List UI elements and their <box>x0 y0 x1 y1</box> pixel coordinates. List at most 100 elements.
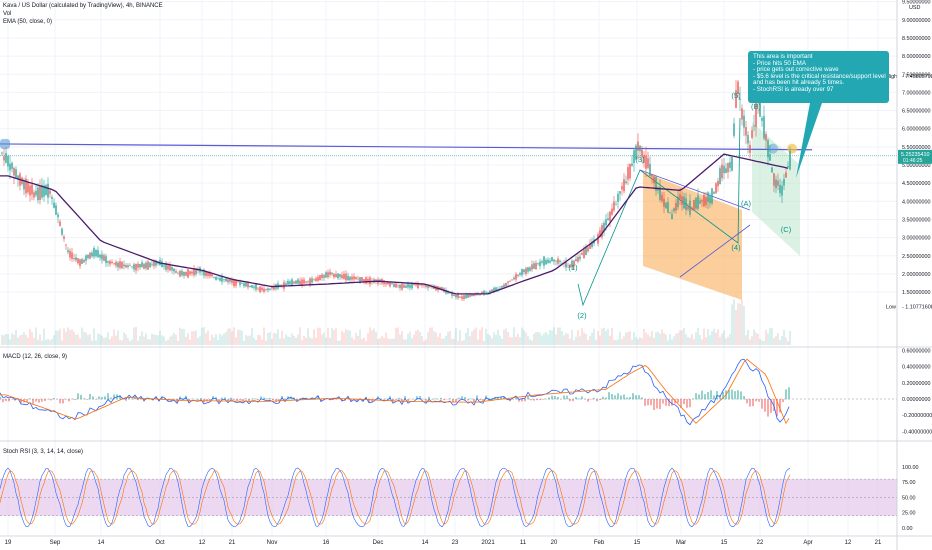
candle-body <box>5 152 7 163</box>
macd-histogram-bar <box>770 399 772 413</box>
macd-histogram-bar <box>581 396 583 400</box>
macd-histogram-bar <box>503 396 505 400</box>
candle-body <box>107 261 109 263</box>
volume-bars <box>1 299 791 345</box>
time-tick-label: 14 <box>422 540 429 546</box>
volume-bar <box>371 330 373 345</box>
macd-histogram-bar <box>623 394 625 400</box>
stoch-tick-label: 0.00 <box>902 526 913 532</box>
volume-bar <box>399 334 401 345</box>
macd-histogram-bar <box>374 399 376 400</box>
volume-bar <box>121 340 123 345</box>
macd-histogram-bar <box>584 398 586 400</box>
macd-histogram-bar <box>257 399 259 401</box>
price-tick-label: 8.50000000 <box>902 36 930 42</box>
candle-body <box>345 273 347 281</box>
volume-bar <box>253 337 255 345</box>
candle-body <box>521 269 523 276</box>
callout-line: - StochRSI is already over 97 <box>753 85 834 93</box>
volume-bar <box>51 339 53 345</box>
candle-body <box>35 190 37 196</box>
low-value: - 1.10771608 <box>902 304 932 310</box>
macd-histogram-bar <box>233 399 235 400</box>
candle-body <box>383 280 385 285</box>
macd-histogram-bar <box>266 398 268 400</box>
candle-body <box>741 108 743 120</box>
macd-histogram-bar <box>101 397 103 400</box>
candle-body <box>79 259 81 267</box>
candle-body <box>399 284 401 288</box>
candle-body <box>153 260 155 267</box>
volume-bar <box>187 333 189 345</box>
volume-bar <box>265 340 267 345</box>
volume-bar <box>105 337 107 345</box>
volume-bar <box>737 303 739 345</box>
macd-histogram-bar <box>269 398 271 400</box>
volume-bar <box>35 327 37 345</box>
volume-bar <box>611 328 613 345</box>
volume-bar <box>477 339 479 345</box>
candle-body <box>217 278 219 280</box>
macd-histogram-bar <box>671 399 673 406</box>
macd-histogram-bar <box>782 399 784 403</box>
time-tick-label: 15 <box>634 540 641 546</box>
candle-body <box>527 267 529 272</box>
volume-bar <box>457 340 459 345</box>
volume-bar <box>119 339 121 345</box>
analysis-callout[interactable]: This area is important - Price hits 50 E… <box>748 51 889 103</box>
current-price-tag <box>898 149 932 164</box>
volume-bar <box>393 338 395 345</box>
volume-bar <box>17 337 19 345</box>
candle-body <box>621 186 623 190</box>
candle-body <box>125 265 127 268</box>
time-tick-label: 21 <box>229 540 236 546</box>
volume-bar <box>635 336 637 345</box>
candle-body <box>209 272 211 277</box>
candle-body <box>93 248 95 257</box>
volume-bar <box>53 335 55 345</box>
candle-body <box>557 258 559 264</box>
candle-body <box>337 273 339 279</box>
volume-bar <box>15 330 17 345</box>
volume-bar <box>617 339 619 345</box>
volume-bar <box>311 338 313 345</box>
macd-legend: MACD (12, 26, close, 9) <box>3 354 68 360</box>
candle-body <box>649 163 651 177</box>
candle-body <box>673 208 675 212</box>
volume-bar <box>703 328 705 345</box>
candle-body <box>625 181 627 184</box>
volume-bar <box>163 336 165 345</box>
volume-bar <box>687 337 689 345</box>
volume-bar <box>501 338 503 345</box>
candle-body <box>691 207 693 210</box>
candle-body <box>547 259 549 263</box>
macd-histogram-bar <box>350 399 352 402</box>
time-tick-label: 20 <box>551 540 558 546</box>
macd-histogram-bar <box>86 399 88 400</box>
macd-histogram-bar <box>431 399 433 400</box>
candle-body <box>319 275 321 281</box>
macd-histogram-bar <box>335 399 337 400</box>
callout-line: - $5.6 level is the critical resistance/… <box>753 72 886 80</box>
candle-body <box>251 284 253 288</box>
volume-bar <box>433 331 435 345</box>
candle-body <box>303 279 305 284</box>
macd-histogram-bar <box>8 399 10 402</box>
volume-bar <box>423 340 425 345</box>
volume-bar <box>237 329 239 345</box>
macd-histogram-bar <box>602 396 604 400</box>
volume-bar <box>275 333 277 345</box>
macd-histogram-bar <box>749 399 751 407</box>
candle-body <box>711 188 713 204</box>
macd-histogram-bar <box>248 399 250 402</box>
volume-bar <box>425 339 427 345</box>
candle-body <box>313 278 315 280</box>
volume-bar <box>429 328 431 345</box>
candle-body <box>739 98 741 101</box>
volume-bar <box>759 339 761 345</box>
candle-body <box>45 185 47 196</box>
volume-bar <box>739 303 741 345</box>
volume-bar <box>339 340 341 345</box>
candle-body <box>495 287 497 291</box>
